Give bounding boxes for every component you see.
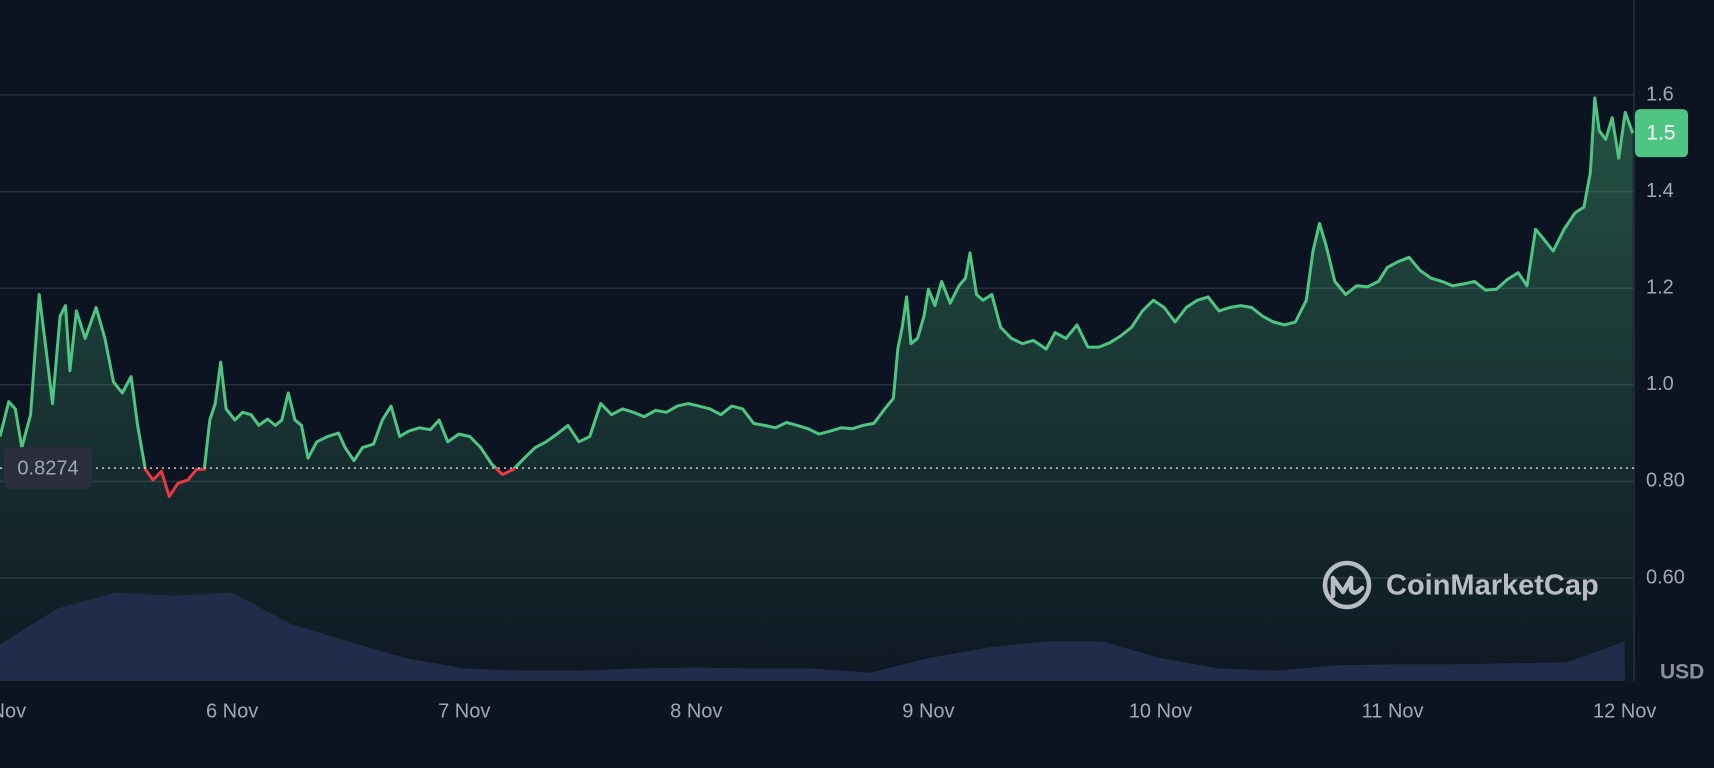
x-tick-label: 9 Nov: [902, 700, 954, 722]
watermark-text: CoinMarketCap: [1386, 570, 1599, 602]
x-tick-label: 7 Nov: [438, 700, 490, 722]
y-tick-label: 0.60: [1646, 566, 1685, 588]
reference-label: 0.8274: [17, 457, 78, 479]
price-area: [0, 97, 1633, 681]
x-tick-label: 8 Nov: [670, 700, 722, 722]
x-tick-label: 12 Nov: [1593, 700, 1656, 722]
watermark-logo: [1322, 560, 1372, 610]
y-tick-label: 1.6: [1646, 83, 1674, 105]
x-tick-label: 5 Nov: [0, 700, 26, 722]
x-tick-label: 6 Nov: [206, 700, 258, 722]
watermark-logo-mark: [1330, 575, 1365, 599]
reference-label-box: [4, 447, 92, 490]
y-tick-label: 1.2: [1646, 276, 1674, 298]
y-tick-label: 1.0: [1646, 373, 1674, 395]
last-price-tag: [1635, 109, 1688, 158]
y-tick-label: 1.4: [1646, 180, 1674, 202]
volume-area: [0, 592, 1625, 681]
currency-label: USD: [1660, 661, 1704, 684]
x-tick-label: 10 Nov: [1129, 700, 1192, 722]
x-tick-label: 11 Nov: [1362, 700, 1424, 722]
last-price-label: 1.5: [1646, 122, 1675, 145]
price-line: [0, 96, 1635, 469]
y-tick-label: 0.80: [1646, 470, 1685, 492]
watermark: CoinMarketCap: [1322, 560, 1599, 610]
